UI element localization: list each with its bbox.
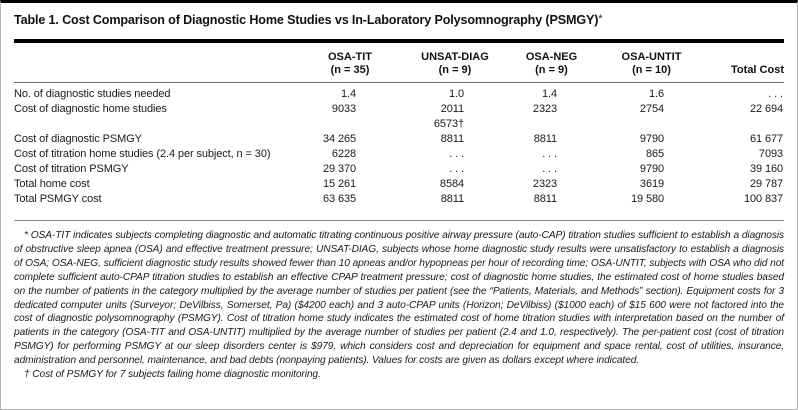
table-cell: 9790 [639, 133, 664, 145]
table-cell: 29 787 [749, 178, 783, 190]
column-header-name: OSA-NEG [525, 51, 578, 63]
table-cell: 865 [645, 148, 664, 160]
table-cell: 1.0 [449, 88, 464, 100]
table-cell: 61 677 [749, 133, 783, 145]
column-header-name: OSA-UNTIT [621, 51, 682, 63]
column-header-name: Total Cost [731, 64, 784, 76]
table-cell: . . . [542, 148, 557, 160]
table-title-text: Table 1. Cost Comparison of Diagnostic H… [14, 13, 599, 27]
cost-comparison-table: OSA-TIT (n = 35) UNSAT-DIAG (n = 9) OSA-… [14, 39, 784, 221]
column-header-total-cost: Total Cost [704, 41, 784, 83]
column-header-n: (n = 10) [632, 64, 671, 76]
table-cell: 19 580 [630, 193, 664, 205]
table-row: Cost of titration PSMGY 29 370 . . . . .… [14, 162, 784, 177]
table-row: Total home cost 15 261 8584 2323 3619 29… [14, 177, 784, 192]
table-cell: 8811 [440, 193, 464, 205]
table-cell: . . . [542, 163, 557, 175]
table-cell: 6228 [331, 148, 356, 160]
table-row: Total PSMGY cost 63 635 8811 8811 19 580… [14, 192, 784, 221]
table-cell: 8811 [533, 193, 557, 205]
table-cell: 8584 [439, 178, 464, 190]
table-cell: 29 370 [322, 163, 356, 175]
table-cell: 39 160 [749, 163, 783, 175]
header-row: OSA-TIT (n = 35) UNSAT-DIAG (n = 9) OSA-… [14, 41, 784, 83]
table-row: Cost of titration home studies (2.4 per … [14, 147, 784, 162]
footnote-asterisk: * OSA-TIT indicates subjects completing … [14, 230, 784, 367]
footnotes: * OSA-TIT indicates subjects completing … [14, 229, 784, 382]
table-cell: 22 694 [749, 103, 783, 115]
table-cell: 1.6 [649, 88, 664, 100]
table-cell: 2754 [639, 103, 664, 115]
row-label: No. of diagnostic studies needed [14, 88, 171, 100]
row-label: Total home cost [14, 178, 90, 190]
table-title: Table 1. Cost Comparison of Diagnostic H… [1, 3, 797, 27]
table-cell: 9033 [331, 103, 356, 115]
table-cell: 34 265 [322, 133, 356, 145]
row-label: Cost of titration PSMGY [14, 163, 129, 175]
title-footnote-marker: * [598, 13, 603, 25]
table-cell: 7093 [758, 148, 783, 160]
column-header-n: (n = 9) [438, 64, 472, 76]
column-header-osa-neg: OSA-NEG (n = 9) [504, 41, 599, 83]
column-header-osa-untit: OSA-UNTIT (n = 10) [599, 41, 704, 83]
table-cell: 15 261 [322, 178, 356, 190]
column-header-name: OSA-TIT [328, 51, 372, 63]
row-label: Total PSMGY cost [14, 193, 102, 205]
table-cell: 2323 [532, 103, 557, 115]
table-cell: 8811 [440, 133, 464, 145]
table-cell: 2323 [532, 178, 557, 190]
table-cell: 2011 6573† [433, 103, 464, 130]
footnote-dagger: † Cost of PSMGY for 7 subjects failing h… [24, 369, 321, 381]
table-row: Cost of diagnostic home studies 9033 201… [14, 102, 784, 132]
table-cell: . . . [449, 163, 464, 175]
table-cell: 1.4 [341, 88, 356, 100]
table-cell: 8811 [533, 133, 557, 145]
table-cell: . . . [449, 148, 464, 160]
column-header-n: (n = 35) [330, 64, 370, 76]
table-cell: 100 837 [743, 193, 783, 205]
column-header-osa-tit: OSA-TIT (n = 35) [294, 41, 406, 83]
table-cell: 9790 [639, 163, 664, 175]
column-header-unsat-diag: UNSAT-DIAG (n = 9) [406, 41, 504, 83]
table-cell: 63 635 [322, 193, 356, 205]
table-cell: . . . [768, 88, 783, 100]
table-row: No. of diagnostic studies needed 1.4 1.0… [14, 83, 784, 103]
table-row: Cost of diagnostic PSMGY 34 265 8811 881… [14, 132, 784, 147]
row-label: Cost of titration home studies (2.4 per … [14, 148, 271, 160]
column-header-name: UNSAT-DIAG [421, 51, 489, 63]
column-header-n: (n = 9) [535, 64, 568, 76]
row-label: Cost of diagnostic PSMGY [14, 133, 142, 145]
row-label: Cost of diagnostic home studies [14, 103, 167, 115]
column-header-empty [14, 41, 294, 83]
table-cell: 1.4 [542, 88, 557, 100]
table-cell: 3619 [639, 178, 664, 190]
